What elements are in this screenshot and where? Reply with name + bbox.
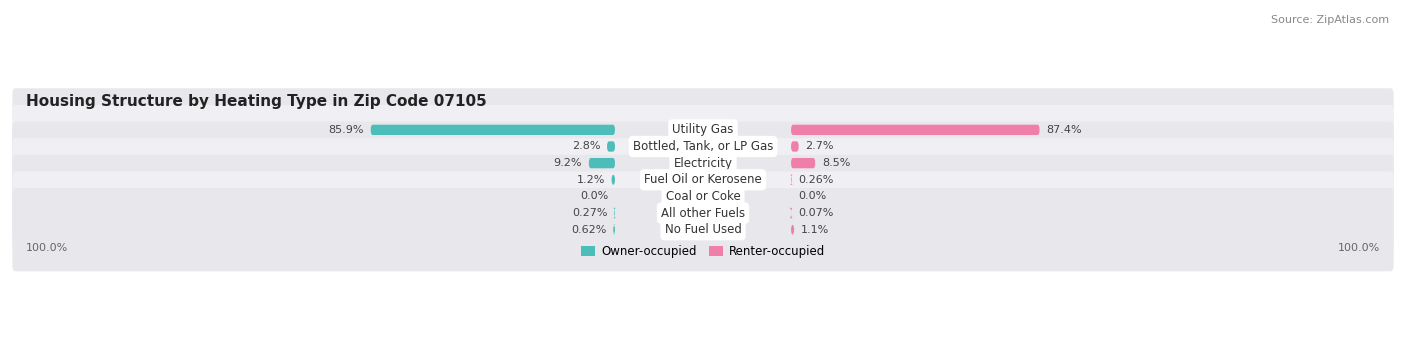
Text: 9.2%: 9.2% — [554, 158, 582, 168]
Text: All other Fuels: All other Fuels — [661, 207, 745, 220]
Text: 8.5%: 8.5% — [823, 158, 851, 168]
FancyBboxPatch shape — [612, 175, 614, 185]
FancyBboxPatch shape — [792, 125, 1039, 135]
Text: No Fuel Used: No Fuel Used — [665, 223, 741, 236]
FancyBboxPatch shape — [790, 175, 793, 185]
FancyBboxPatch shape — [13, 138, 1393, 221]
Text: Utility Gas: Utility Gas — [672, 123, 734, 136]
FancyBboxPatch shape — [13, 105, 1393, 188]
Text: 1.2%: 1.2% — [576, 175, 605, 185]
Text: 0.62%: 0.62% — [571, 225, 606, 235]
Text: 85.9%: 85.9% — [329, 125, 364, 135]
Text: 100.0%: 100.0% — [25, 243, 67, 253]
Text: 0.0%: 0.0% — [579, 191, 609, 202]
Text: 0.0%: 0.0% — [797, 191, 827, 202]
Text: 87.4%: 87.4% — [1046, 125, 1083, 135]
Text: 1.1%: 1.1% — [801, 225, 830, 235]
Text: Source: ZipAtlas.com: Source: ZipAtlas.com — [1271, 15, 1389, 25]
FancyBboxPatch shape — [13, 121, 1393, 205]
Text: 0.27%: 0.27% — [572, 208, 607, 218]
FancyBboxPatch shape — [13, 155, 1393, 238]
FancyBboxPatch shape — [13, 88, 1393, 172]
Text: 100.0%: 100.0% — [1339, 243, 1381, 253]
FancyBboxPatch shape — [792, 141, 799, 152]
Text: Housing Structure by Heating Type in Zip Code 07105: Housing Structure by Heating Type in Zip… — [25, 94, 486, 109]
FancyBboxPatch shape — [13, 188, 1393, 271]
FancyBboxPatch shape — [13, 172, 1393, 255]
Text: 0.07%: 0.07% — [799, 208, 834, 218]
Text: 0.26%: 0.26% — [799, 175, 834, 185]
FancyBboxPatch shape — [589, 158, 614, 168]
Text: Fuel Oil or Kerosene: Fuel Oil or Kerosene — [644, 173, 762, 186]
Text: 2.7%: 2.7% — [806, 142, 834, 151]
Text: 2.8%: 2.8% — [572, 142, 600, 151]
Text: Coal or Coke: Coal or Coke — [665, 190, 741, 203]
FancyBboxPatch shape — [371, 125, 614, 135]
FancyBboxPatch shape — [792, 158, 815, 168]
FancyBboxPatch shape — [789, 208, 793, 218]
FancyBboxPatch shape — [792, 224, 794, 235]
FancyBboxPatch shape — [613, 208, 616, 218]
FancyBboxPatch shape — [607, 141, 614, 152]
Legend: Owner-occupied, Renter-occupied: Owner-occupied, Renter-occupied — [576, 240, 830, 263]
Text: Bottled, Tank, or LP Gas: Bottled, Tank, or LP Gas — [633, 140, 773, 153]
Text: Electricity: Electricity — [673, 157, 733, 169]
FancyBboxPatch shape — [613, 224, 616, 235]
